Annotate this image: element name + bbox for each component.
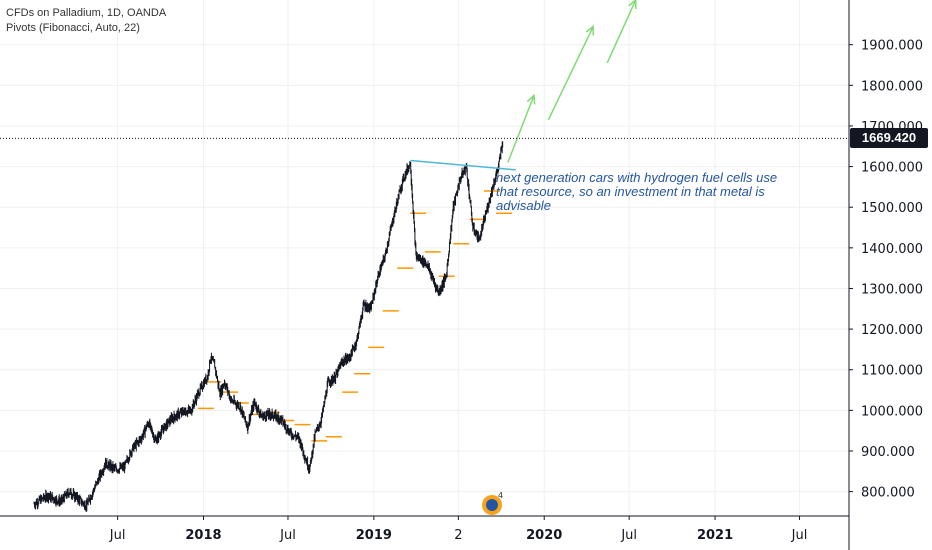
- y-tick-label: 900.000: [861, 445, 915, 460]
- x-tick-label: Jul: [109, 528, 126, 543]
- y-tick-label: 1200.000: [861, 323, 923, 338]
- x-tick-label: Jul: [279, 528, 296, 543]
- chart-legend: CFDs on Palladium, 1D, OANDA Pivots (Fib…: [6, 6, 166, 36]
- indicator-label[interactable]: Pivots (Fibonacci, Auto, 22): [6, 22, 140, 34]
- x-tick-label: 2018: [185, 528, 221, 543]
- grid-lines: [0, 0, 849, 516]
- last-price-tag: 1669.420: [850, 128, 928, 149]
- projection-arrowhead: [585, 24, 595, 36]
- pivot-levels: [197, 190, 513, 442]
- y-tick-label: 1900.000: [861, 39, 923, 54]
- x-tick-label: 2020: [526, 528, 562, 543]
- projection-arrowhead: [628, 0, 637, 10]
- y-tick-label: 1000.000: [861, 404, 923, 419]
- y-tick-label: 1600.000: [861, 161, 923, 176]
- svg-text:4: 4: [498, 491, 503, 500]
- projection-arrow: [606, 0, 637, 64]
- trendline[interactable]: [410, 159, 516, 171]
- y-tick-label: 1500.000: [861, 201, 923, 216]
- projection-arrowhead: [526, 93, 536, 105]
- projection-arrows[interactable]: [507, 0, 637, 163]
- y-tick-label: 1100.000: [861, 364, 923, 379]
- candle-wicks: [33, 141, 504, 512]
- y-axis[interactable]: 800.000 900.000 1000.000 1100.000 1200.000 13…: [848, 0, 923, 550]
- resistance-trendline: [410, 159, 516, 171]
- events-icon[interactable]: 4: [482, 491, 503, 515]
- chart-annotation[interactable]: next generation cars with hydrogen fuel …: [496, 170, 778, 213]
- y-tick-label: 800.000: [861, 486, 915, 501]
- x-tick-label: 2: [454, 528, 462, 543]
- x-tick-label: 2021: [697, 528, 733, 543]
- x-axis[interactable]: Jul 2018 Jul 2019 2 2020 Jul 2021 Jul: [0, 515, 849, 543]
- x-tick-label: 2019: [356, 528, 392, 543]
- projection-arrow: [547, 26, 594, 121]
- symbol-label[interactable]: CFDs on Palladium, 1D, OANDA: [6, 7, 167, 19]
- projection-arrow: [507, 95, 535, 163]
- y-tick-label: 1400.000: [861, 242, 923, 257]
- x-tick-label: Jul: [791, 528, 808, 543]
- y-tick-label: 1800.000: [861, 79, 923, 94]
- price-series: [33, 141, 504, 512]
- x-tick-label: Jul: [620, 528, 637, 543]
- y-tick-label: 1300.000: [861, 282, 923, 297]
